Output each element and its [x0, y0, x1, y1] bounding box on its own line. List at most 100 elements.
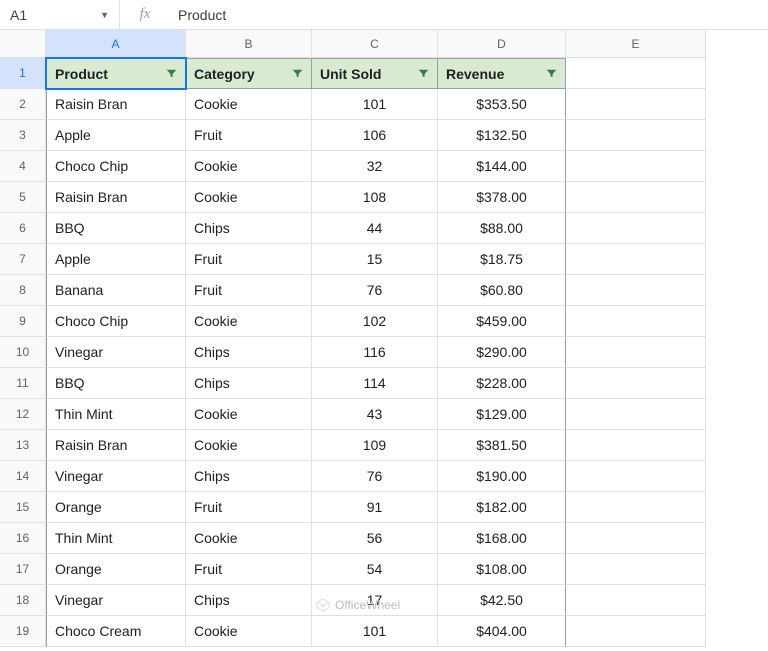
cell-d6[interactable]: $88.00: [438, 213, 566, 244]
cell-c3[interactable]: 106: [312, 120, 438, 151]
cell-a18[interactable]: Vinegar: [46, 585, 186, 616]
cell-e10[interactable]: [566, 337, 706, 368]
cell-e11[interactable]: [566, 368, 706, 399]
cell-d19[interactable]: $404.00: [438, 616, 566, 647]
cell-e3[interactable]: [566, 120, 706, 151]
cell-b5[interactable]: Cookie: [186, 182, 312, 213]
cell-a2[interactable]: Raisin Bran: [46, 89, 186, 120]
cell-a9[interactable]: Choco Chip: [46, 306, 186, 337]
cell-d15[interactable]: $182.00: [438, 492, 566, 523]
cell-e19[interactable]: [566, 616, 706, 647]
cell-b11[interactable]: Chips: [186, 368, 312, 399]
row-header-10[interactable]: 10: [0, 337, 46, 368]
row-header-9[interactable]: 9: [0, 306, 46, 337]
cell-e1[interactable]: [566, 58, 706, 89]
cell-d10[interactable]: $290.00: [438, 337, 566, 368]
cell-a6[interactable]: BBQ: [46, 213, 186, 244]
filter-icon[interactable]: [415, 66, 431, 82]
cell-c5[interactable]: 108: [312, 182, 438, 213]
cell-c10[interactable]: 116: [312, 337, 438, 368]
cell-b18[interactable]: Chips: [186, 585, 312, 616]
row-header-13[interactable]: 13: [0, 430, 46, 461]
name-box-dropdown-icon[interactable]: ▼: [100, 10, 109, 20]
cell-c14[interactable]: 76: [312, 461, 438, 492]
row-header-14[interactable]: 14: [0, 461, 46, 492]
cell-b6[interactable]: Chips: [186, 213, 312, 244]
cell-e4[interactable]: [566, 151, 706, 182]
cell-c18[interactable]: 17: [312, 585, 438, 616]
cell-a12[interactable]: Thin Mint: [46, 399, 186, 430]
cell-e7[interactable]: [566, 244, 706, 275]
name-box[interactable]: A1 ▼: [0, 0, 120, 29]
cell-a3[interactable]: Apple: [46, 120, 186, 151]
cell-e6[interactable]: [566, 213, 706, 244]
cell-a17[interactable]: Orange: [46, 554, 186, 585]
cell-d3[interactable]: $132.50: [438, 120, 566, 151]
cell-b12[interactable]: Cookie: [186, 399, 312, 430]
cell-e16[interactable]: [566, 523, 706, 554]
cell-c9[interactable]: 102: [312, 306, 438, 337]
cell-d12[interactable]: $129.00: [438, 399, 566, 430]
row-header-7[interactable]: 7: [0, 244, 46, 275]
cell-e9[interactable]: [566, 306, 706, 337]
cell-b3[interactable]: Fruit: [186, 120, 312, 151]
cell-e14[interactable]: [566, 461, 706, 492]
cell-b14[interactable]: Chips: [186, 461, 312, 492]
row-header-8[interactable]: 8: [0, 275, 46, 306]
cell-c17[interactable]: 54: [312, 554, 438, 585]
cell-c4[interactable]: 32: [312, 151, 438, 182]
cell-c12[interactable]: 43: [312, 399, 438, 430]
cell-b17[interactable]: Fruit: [186, 554, 312, 585]
row-header-15[interactable]: 15: [0, 492, 46, 523]
row-header-11[interactable]: 11: [0, 368, 46, 399]
row-header-2[interactable]: 2: [0, 89, 46, 120]
row-header-4[interactable]: 4: [0, 151, 46, 182]
cell-d8[interactable]: $60.80: [438, 275, 566, 306]
cell-c15[interactable]: 91: [312, 492, 438, 523]
cell-a11[interactable]: BBQ: [46, 368, 186, 399]
cell-c16[interactable]: 56: [312, 523, 438, 554]
cell-d4[interactable]: $144.00: [438, 151, 566, 182]
cell-d13[interactable]: $381.50: [438, 430, 566, 461]
cell-c19[interactable]: 101: [312, 616, 438, 647]
row-header-18[interactable]: 18: [0, 585, 46, 616]
row-header-16[interactable]: 16: [0, 523, 46, 554]
row-header-19[interactable]: 19: [0, 616, 46, 647]
cell-a14[interactable]: Vinegar: [46, 461, 186, 492]
cell-b13[interactable]: Cookie: [186, 430, 312, 461]
filter-icon[interactable]: [543, 66, 559, 82]
cell-e17[interactable]: [566, 554, 706, 585]
cell-d16[interactable]: $168.00: [438, 523, 566, 554]
row-header-5[interactable]: 5: [0, 182, 46, 213]
filter-icon[interactable]: [163, 66, 179, 82]
row-header-1[interactable]: 1: [0, 58, 46, 89]
cell-c7[interactable]: 15: [312, 244, 438, 275]
cell-a4[interactable]: Choco Chip: [46, 151, 186, 182]
col-header-b[interactable]: B: [186, 30, 312, 58]
cell-e2[interactable]: [566, 89, 706, 120]
cell-d2[interactable]: $353.50: [438, 89, 566, 120]
cell-e13[interactable]: [566, 430, 706, 461]
cell-a16[interactable]: Thin Mint: [46, 523, 186, 554]
cell-c8[interactable]: 76: [312, 275, 438, 306]
col-header-e[interactable]: E: [566, 30, 706, 58]
cell-e8[interactable]: [566, 275, 706, 306]
cell-c13[interactable]: 109: [312, 430, 438, 461]
cell-a5[interactable]: Raisin Bran: [46, 182, 186, 213]
cell-a13[interactable]: Raisin Bran: [46, 430, 186, 461]
row-header-12[interactable]: 12: [0, 399, 46, 430]
col-header-a[interactable]: A: [46, 30, 186, 58]
cell-b19[interactable]: Cookie: [186, 616, 312, 647]
cell-e15[interactable]: [566, 492, 706, 523]
cell-e18[interactable]: [566, 585, 706, 616]
col-header-c[interactable]: C: [312, 30, 438, 58]
cell-d5[interactable]: $378.00: [438, 182, 566, 213]
cell-c11[interactable]: 114: [312, 368, 438, 399]
select-all-corner[interactable]: [0, 30, 46, 58]
cell-e12[interactable]: [566, 399, 706, 430]
cell-d18[interactable]: $42.50: [438, 585, 566, 616]
formula-input[interactable]: [170, 0, 768, 29]
cell-d14[interactable]: $190.00: [438, 461, 566, 492]
cell-b7[interactable]: Fruit: [186, 244, 312, 275]
cell-e5[interactable]: [566, 182, 706, 213]
